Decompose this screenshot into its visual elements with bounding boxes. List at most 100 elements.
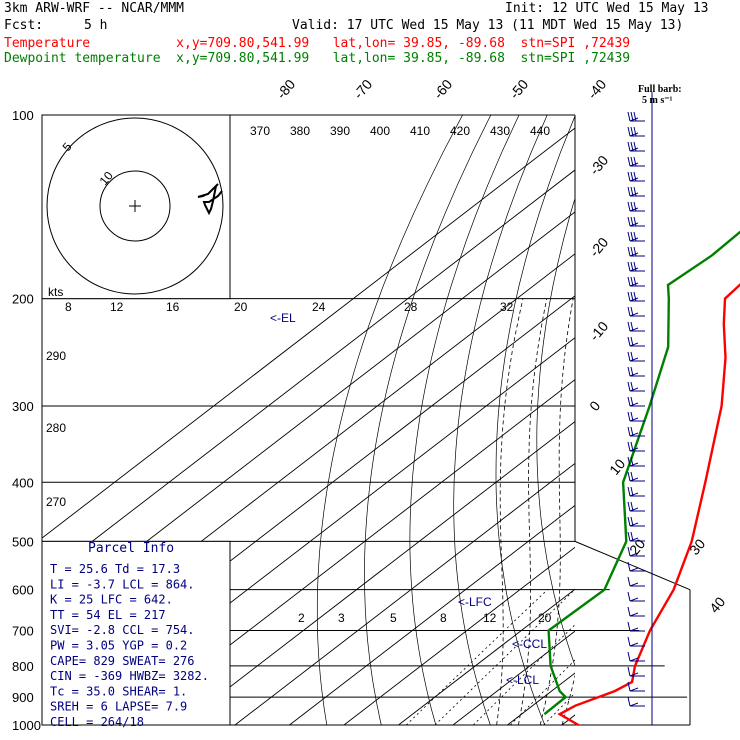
temperature-line [557,283,740,727]
isotherm [42,169,575,581]
wind-barb [627,666,645,677]
parcel-row: CIN = -369 HWBZ= 3282. [50,669,209,683]
theta-label: 390 [330,124,350,138]
wind-barb [627,351,645,362]
init-time: Init: 12 UTC Wed 15 May 13 [505,1,709,16]
parcel-row: Tc = 35.0 SHEAR= 1. [50,684,187,698]
mixing-ratio-label: 8 [440,611,447,625]
wind-barb [627,456,645,467]
pressure-label-1000: 1000 [12,718,41,733]
isotherm [42,211,575,623]
pressure-label-300: 300 [12,399,34,414]
parcel-row: PW = 3.05 YGP = 0.2 [50,639,187,653]
theta-label: 410 [410,124,430,138]
pressure-label-900: 900 [12,690,34,705]
right-axis-lower [574,540,691,591]
isotherm [234,462,575,725]
wind-barb [627,576,645,587]
theta-label: 400 [370,124,390,138]
forecast-label: Fcst: [4,18,44,33]
wind-barb [627,411,645,422]
wind-barb [627,201,645,212]
mixing-ratio-line [473,624,575,725]
hodo-trace [197,183,223,216]
barb-unit: 5 m s⁻¹ [642,95,673,106]
mixing-ratio-label: 3 [338,611,345,625]
mixing-ratio-label: 12 [483,611,497,625]
wind-barb [627,696,645,707]
wind-barb [627,306,645,317]
dry-adiabat [409,115,520,725]
isotherm-label: 40 [706,594,728,616]
wind-barb [627,156,645,167]
wind-barb [627,276,645,287]
moist-adiabat [539,298,574,725]
wind-barb [627,501,645,512]
dry-adiabat [652,115,740,725]
wind-barb [627,261,645,272]
wind-barb [627,126,645,137]
wind-barb [627,396,645,407]
parcel-row: SREH = 6 LAPSE= 7.9 [50,700,187,714]
forecast-hour: 5 h [84,18,108,33]
hodo-speed-label: 8 [65,300,72,314]
isotherm [125,379,575,725]
wind-barb [627,171,645,182]
isotherm [343,546,575,725]
barb-title: Full barb: [638,84,682,95]
mixing-ratio-label: 5 [390,611,397,625]
wind-barb [627,681,645,692]
isotherm [289,504,575,725]
dry-adiabat [576,115,654,725]
wind-barb [627,516,645,527]
wind-barb [627,591,645,602]
isotherm-label: -60 [430,76,455,102]
isotherm [180,420,575,725]
isotherm-label: -50 [506,76,531,102]
wind-barb [627,111,645,122]
wind-barb [627,216,645,227]
wind-barbs: Full barb:5 m s⁻¹ [627,84,682,725]
lfc-marker: <-LFC [458,595,492,609]
theta-side-label: 270 [46,495,66,509]
dry-adiabat [316,115,463,725]
dry-adiabat [723,115,740,725]
parcel-row: T = 25.6 Td = 17.3 [50,562,180,576]
hodo-speed-label: 20 [234,300,248,314]
wind-barb [627,441,645,452]
wind-barb [627,546,645,557]
wind-barb [627,141,645,152]
wind-barb [627,531,645,542]
wind-barb [627,426,645,437]
mixing-ratio-line [434,589,575,725]
isotherm-label: -20 [586,234,611,260]
dewpoint-line [543,230,740,716]
parcel-row: K = 25 LFC = 642. [50,593,173,607]
wind-barb [627,636,645,647]
pressure-label-100: 100 [12,108,34,123]
mixing-ratio-label: 20 [538,611,552,625]
isotherm-label: -70 [350,76,375,102]
theta-label: 420 [450,124,470,138]
wind-barb [627,366,645,377]
pressure-label-200: 200 [12,292,34,307]
isotherm [398,588,575,725]
isotherm [507,672,575,725]
mixing-ratio-line [510,659,575,725]
temperature-legend: Temperature x,y=709.80,541.99 lat,lon= 3… [4,36,631,51]
pressure-label-600: 600 [12,583,34,598]
isotherm-label: -30 [586,152,611,178]
pressure-label-700: 700 [12,624,34,639]
moist-adiabat [584,299,635,725]
isotherm-label: -80 [273,76,298,102]
dry-adiabat [536,197,575,667]
parcel-row: CAPE= 829 SWEAT= 276 [50,654,195,668]
wind-barb [627,471,645,482]
hodograph-frame [41,114,231,300]
wind-barb [627,486,645,497]
wind-barb [627,621,645,632]
isotherm [726,115,740,725]
dry-adiabat [688,115,740,725]
isotherm [671,115,740,725]
